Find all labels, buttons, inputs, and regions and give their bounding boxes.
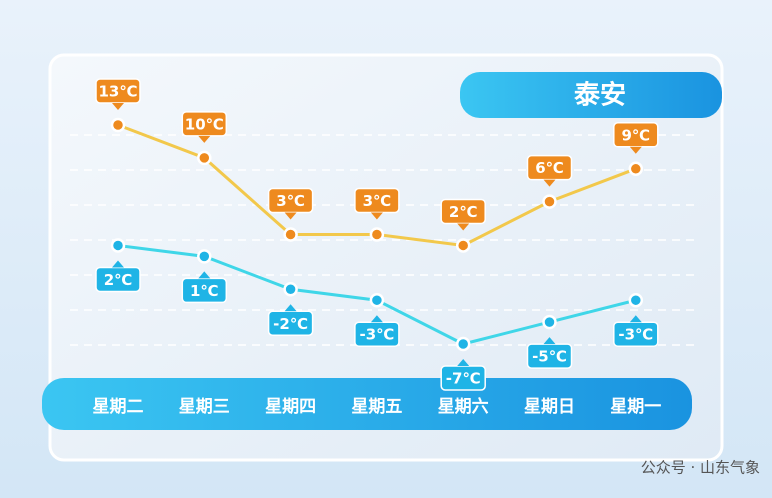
- x-tick-label: 星期一: [610, 397, 661, 417]
- point: [542, 314, 557, 330]
- x-tick-label: 星期二: [93, 397, 144, 417]
- value-label-pointer: [457, 223, 470, 231]
- value-label: 3℃: [363, 192, 392, 210]
- value-label: 10℃: [185, 115, 224, 133]
- point: [197, 150, 212, 166]
- point: [110, 238, 126, 253]
- value-label: -2℃: [273, 315, 308, 333]
- value-label-pointer: [112, 103, 124, 110]
- point: [455, 336, 471, 352]
- value-label-pointer: [198, 135, 211, 143]
- point: [628, 292, 644, 308]
- point: [283, 282, 298, 297]
- point: [369, 227, 385, 242]
- point: [369, 292, 385, 308]
- value-label: 2℃: [104, 271, 133, 289]
- point: [455, 238, 471, 253]
- point: [283, 227, 298, 242]
- value-label-pointer: [284, 212, 297, 220]
- x-tick-label: 星期日: [524, 397, 575, 417]
- watermark: 公众号 · 山东气象: [641, 459, 760, 477]
- value-label-pointer: [370, 212, 383, 220]
- category-bar: [42, 378, 692, 430]
- value-label-pointer: [543, 179, 556, 187]
- x-tick-label: 星期四: [265, 397, 316, 417]
- point: [197, 249, 212, 264]
- value-label: -5℃: [532, 348, 567, 366]
- value-label: -7℃: [446, 370, 481, 388]
- value-label: 2℃: [449, 203, 478, 221]
- value-label-pointer: [284, 304, 297, 312]
- value-label: 13℃: [98, 83, 137, 101]
- x-tick-label: 星期三: [179, 397, 230, 417]
- value-label: 6℃: [535, 159, 564, 177]
- value-label-pointer: [112, 260, 124, 268]
- value-label-pointer: [198, 271, 211, 279]
- x-tick-label: 星期五: [351, 397, 402, 417]
- point: [110, 117, 126, 133]
- value-label-pointer: [543, 337, 556, 345]
- point: [542, 194, 557, 209]
- value-label-pointer: [370, 315, 383, 323]
- x-tick-label: 星期六: [438, 396, 489, 417]
- value-label-pointer: [629, 315, 642, 323]
- value-label: 1℃: [190, 282, 219, 300]
- point: [628, 161, 644, 177]
- chart-title: 泰安: [574, 81, 626, 111]
- title-pill: [460, 72, 722, 118]
- value-label-pointer: [457, 359, 470, 366]
- value-label-pointer: [629, 146, 642, 154]
- value-label: -3℃: [618, 326, 653, 344]
- value-label: 9℃: [621, 126, 650, 144]
- value-label: -3℃: [359, 326, 394, 344]
- value-label: 3℃: [276, 192, 305, 210]
